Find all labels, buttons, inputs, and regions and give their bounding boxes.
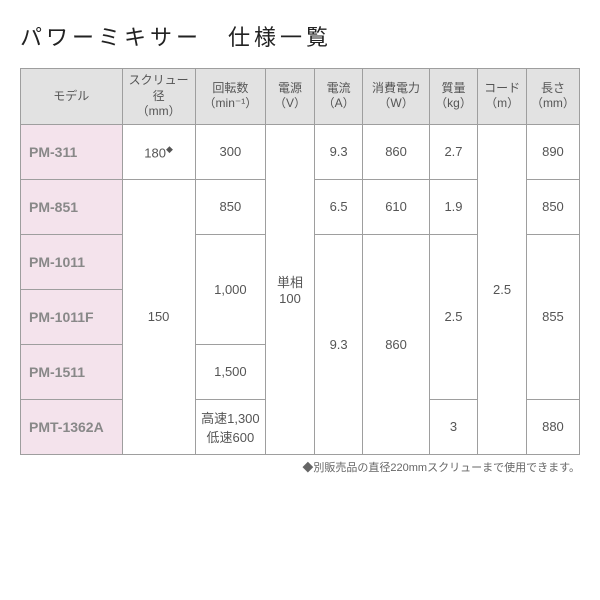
cell: 860 bbox=[363, 124, 429, 179]
cell: 860 bbox=[363, 234, 429, 454]
h-screw: スクリュー径（mm） bbox=[122, 69, 195, 125]
model-cell: PM-851 bbox=[21, 179, 123, 234]
cell: 610 bbox=[363, 179, 429, 234]
model-cell: PM-1011 bbox=[21, 234, 123, 289]
model-cell: PM-1011F bbox=[21, 289, 123, 344]
cell: 6.5 bbox=[314, 179, 363, 234]
h-watt: 消費電力（W） bbox=[363, 69, 429, 125]
h-rpm: 回転数（min⁻¹） bbox=[195, 69, 266, 125]
model-cell: PMT-1362A bbox=[21, 399, 123, 454]
h-volt: 電源（V） bbox=[266, 69, 315, 125]
cell: 890 bbox=[526, 124, 579, 179]
h-amp: 電流（A） bbox=[314, 69, 363, 125]
diamond-icon: ◆ bbox=[166, 144, 173, 154]
spec-table: モデル スクリュー径（mm） 回転数（min⁻¹） 電源（V） 電流（A） 消費… bbox=[20, 68, 580, 455]
header-row: モデル スクリュー径（mm） 回転数（min⁻¹） 電源（V） 電流（A） 消費… bbox=[21, 69, 580, 125]
cell: 1,500 bbox=[195, 344, 266, 399]
cell: 2.5 bbox=[429, 234, 478, 399]
footnote: ◆別販売品の直径220mmスクリューまで使用できます。 bbox=[20, 459, 580, 475]
cell-cord: 2.5 bbox=[478, 124, 527, 454]
cell: 180◆ bbox=[122, 124, 195, 179]
cell: 3 bbox=[429, 399, 478, 454]
model-cell: PM-311 bbox=[21, 124, 123, 179]
cell-volt: 単相100 bbox=[266, 124, 315, 454]
cell: 850 bbox=[526, 179, 579, 234]
cell: 1,000 bbox=[195, 234, 266, 344]
cell: 850 bbox=[195, 179, 266, 234]
h-model: モデル bbox=[21, 69, 123, 125]
cell: 855 bbox=[526, 234, 579, 399]
h-cord: コード（m） bbox=[478, 69, 527, 125]
cell: 300 bbox=[195, 124, 266, 179]
cell: 2.7 bbox=[429, 124, 478, 179]
h-length: 長さ（mm） bbox=[526, 69, 579, 125]
cell: 9.3 bbox=[314, 124, 363, 179]
cell: 9.3 bbox=[314, 234, 363, 454]
page-title: パワーミキサー 仕様一覧 bbox=[20, 20, 580, 52]
cell: 1.9 bbox=[429, 179, 478, 234]
cell-screw: 150 bbox=[122, 179, 195, 454]
model-cell: PM-1511 bbox=[21, 344, 123, 399]
h-mass: 質量（kg） bbox=[429, 69, 478, 125]
cell: 880 bbox=[526, 399, 579, 454]
cell: 高速1,300低速600 bbox=[195, 399, 266, 454]
table-row: PM-311 180◆ 300 単相100 9.3 860 2.7 2.5 89… bbox=[21, 124, 580, 179]
